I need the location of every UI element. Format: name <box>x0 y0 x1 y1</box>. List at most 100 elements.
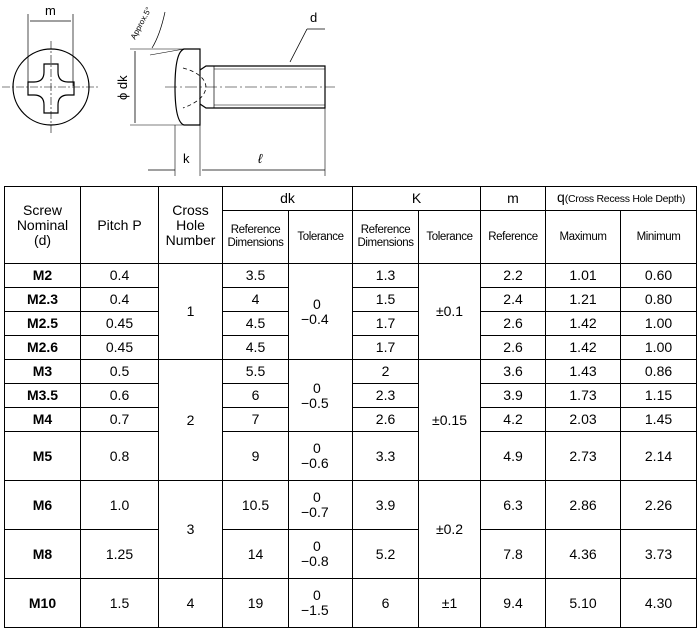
pitch-cell: 0.7 <box>80 407 159 432</box>
q-note: (Cross Recess Hole Depth) <box>564 193 686 205</box>
dk-ref-cell: 14 <box>222 529 289 579</box>
q-min-cell: 0.60 <box>620 263 698 288</box>
nominal-cell: M2.6 <box>4 335 81 360</box>
pitch-cell: 1.25 <box>80 529 159 579</box>
header-q-min: Minimum <box>620 210 698 264</box>
k-ref-cell: 2.3 <box>352 383 420 408</box>
table-row: M2.5 0.45 4.5 1.7 2.6 1.42 1.00 <box>4 311 698 336</box>
m-ref-cell: 3.6 <box>480 359 547 384</box>
pitch-cell: 0.8 <box>80 431 159 481</box>
tol-lower: −0.8 <box>301 553 329 569</box>
nominal-cell: M3.5 <box>4 383 81 408</box>
header-q-max: Maximum <box>545 210 622 264</box>
q-max-cell: 1.01 <box>545 263 622 288</box>
header-q: q(Cross Recess Hole Depth) <box>545 186 698 211</box>
header-m: m <box>480 186 547 211</box>
m-ref-cell: 2.6 <box>480 311 547 336</box>
m-ref-cell: 2.4 <box>480 287 547 312</box>
table-row: M2 0.4 1 3.5 0 −0.4 1.3 ±0.1 2.2 1.01 0.60 <box>4 263 698 360</box>
q-max-cell: 1.43 <box>545 359 622 384</box>
tol-lower: −0.7 <box>301 504 329 520</box>
table-row: M5 0.8 9 0 −0.6 3.3 4.9 2.73 2.14 <box>4 431 698 481</box>
m-ref-cell: 6.3 <box>480 480 547 530</box>
pitch-cell: 0.4 <box>80 263 159 288</box>
pitch-cell: 0.45 <box>80 311 159 336</box>
q-max-cell: 1.42 <box>545 335 622 360</box>
q-min-cell: 2.26 <box>620 480 698 530</box>
dk-ref-cell: 5.5 <box>222 359 289 384</box>
q-max-cell: 2.73 <box>545 431 622 481</box>
dk-ref-cell: 9 <box>222 431 289 481</box>
m-ref-cell: 2.6 <box>480 335 547 360</box>
tol-upper: 0 <box>313 587 321 603</box>
nominal-cell: M3 <box>4 359 81 384</box>
m-ref-cell: 2.2 <box>480 263 547 288</box>
header-dk-ref: Reference Dimensions <box>222 210 289 264</box>
q-max-cell: 5.10 <box>545 578 622 628</box>
header-dk-tol: Tolerance <box>287 210 354 264</box>
q-min-cell: 2.14 <box>620 431 698 481</box>
nominal-cell: M2.3 <box>4 287 81 312</box>
nominal-cell: M2.5 <box>4 311 81 336</box>
nominal-cell: M2 <box>4 263 81 288</box>
cross-hole-cell: 1 <box>158 263 223 360</box>
m-ref-cell: 3.9 <box>480 383 547 408</box>
tol-upper: 0 <box>313 489 321 505</box>
label-dk: ϕ dk <box>115 75 130 100</box>
q-min-cell: 3.73 <box>620 529 698 579</box>
table-row: M3 0.5 2 5.5 0 −0.5 2 ±0.15 3.6 1.43 0.86 <box>4 359 698 481</box>
dk-ref-cell: 4.5 <box>222 311 289 336</box>
k-ref-cell: 3.3 <box>352 431 420 481</box>
q-max-cell: 1.42 <box>545 311 622 336</box>
header-k-tol: Tolerance <box>418 210 482 264</box>
q-max-cell: 2.86 <box>545 480 622 530</box>
dk-ref-cell: 19 <box>222 578 289 628</box>
table-row: M10 1.5 4 19 0 −1.5 6 ±1 9.4 5.10 4.30 <box>4 578 698 628</box>
pitch-cell: 1.5 <box>80 578 159 628</box>
table-row: M8 1.25 14 0 −0.8 5.2 7.8 4.36 3.73 <box>4 529 698 579</box>
k-tolerance-cell: ±0.15 <box>418 359 482 481</box>
pitch-cell: 0.4 <box>80 287 159 312</box>
header-k: K <box>352 186 482 211</box>
tol-lower: −0.5 <box>301 394 329 411</box>
k-tolerance-cell: ±0.1 <box>418 263 482 360</box>
cross-hole-cell: 4 <box>158 578 223 628</box>
q-max-cell: 2.03 <box>545 407 622 432</box>
k-ref-cell: 5.2 <box>352 529 420 579</box>
label-angle: Approx.5° <box>129 6 153 41</box>
tol-lower: −0.6 <box>301 455 329 471</box>
header-cross-hole: Cross Hole Number <box>158 186 223 264</box>
q-min-cell: 1.00 <box>620 335 698 360</box>
table-row: M4 0.7 7 2.6 4.2 2.03 1.45 <box>4 407 698 432</box>
q-min-cell: 0.86 <box>620 359 698 384</box>
label-d: d <box>310 10 317 25</box>
table-row: M6 1.0 3 10.5 0 −0.7 3.9 ±0.2 6.3 2.86 2.26 <box>4 480 698 579</box>
k-ref-cell: 1.7 <box>352 335 420 360</box>
pitch-cell: 0.45 <box>80 335 159 360</box>
header-nominal: Screw Nominal (d) <box>4 186 81 264</box>
dk-ref-cell: 3.5 <box>222 263 289 288</box>
cross-recess-icon <box>27 63 75 114</box>
q-min-cell: 1.45 <box>620 407 698 432</box>
dk-ref-cell: 10.5 <box>222 480 289 530</box>
nominal-cell: M4 <box>4 407 81 432</box>
dk-tolerance-cell: 0 −0.6 <box>287 431 354 481</box>
q-min-cell: 1.00 <box>620 311 698 336</box>
tol-upper: 0 <box>313 379 321 396</box>
k-tolerance-cell: ±1 <box>418 578 482 628</box>
dk-tolerance-cell: 0 −0.5 <box>287 359 354 432</box>
nominal-cell: M10 <box>4 578 81 628</box>
header-pitch: Pitch P <box>80 186 159 264</box>
dimension-table: Screw Nominal (d) Pitch P Cross Hole Number … <box>4 186 698 628</box>
dk-tolerance-cell: 0 −0.7 <box>287 480 354 530</box>
tol-upper: 0 <box>313 295 321 312</box>
q-min-cell: 1.15 <box>620 383 698 408</box>
tol-upper: 0 <box>313 538 321 554</box>
k-ref-cell: 1.5 <box>352 287 420 312</box>
cross-hole-cell: 3 <box>158 480 223 579</box>
nominal-cell: M6 <box>4 480 81 530</box>
table-row: M3.5 0.6 6 2.3 3.9 1.73 1.15 <box>4 383 698 408</box>
dk-ref-cell: 4 <box>222 287 289 312</box>
k-ref-cell: 2.6 <box>352 407 420 432</box>
k-ref-cell: 3.9 <box>352 480 420 530</box>
